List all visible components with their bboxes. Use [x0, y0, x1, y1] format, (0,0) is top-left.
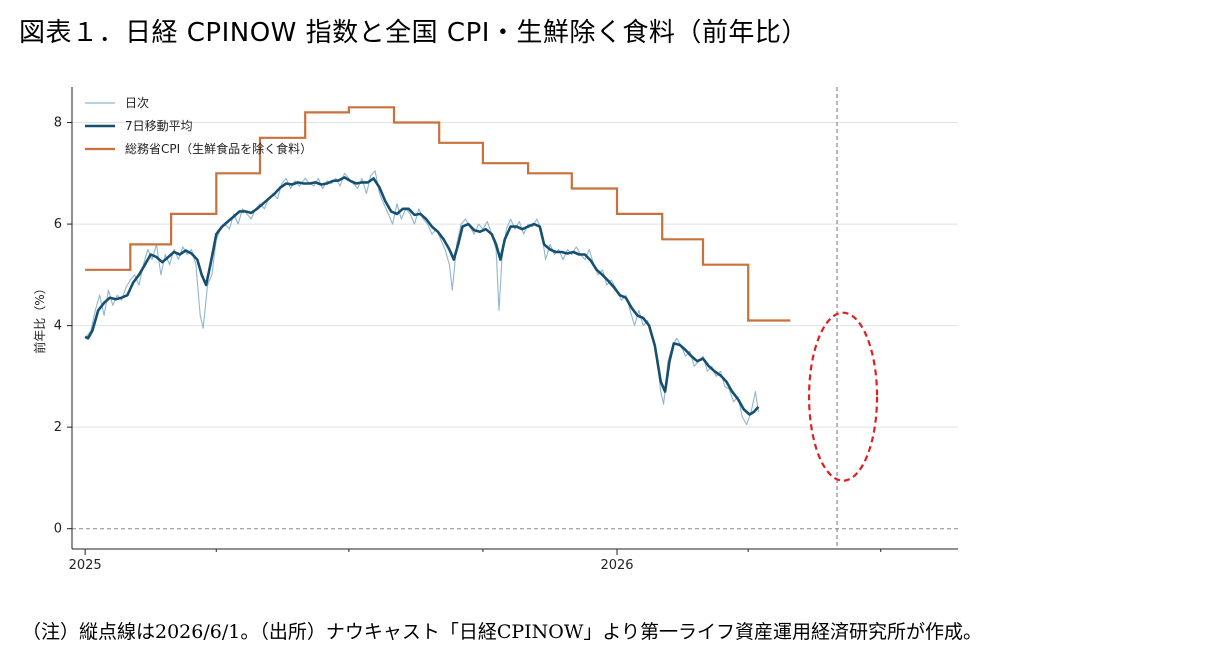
chart-note: （注）縦点線は2026/6/1。（出所）ナウキャスト「日経CPINOW」より第一…: [22, 621, 983, 643]
axes: 0 2 4 6 8 2025 2026: [54, 87, 958, 573]
x-tick-label: 2025: [69, 558, 102, 573]
series-daily-line: [84, 170, 759, 426]
y-tick-label: 6: [54, 217, 62, 232]
legend-label: 日次: [125, 96, 149, 110]
highlight-ellipse: [807, 311, 879, 482]
y-tick-label: 8: [54, 116, 62, 131]
series-cpi-step: [85, 106, 791, 322]
legend-label: 7日移動平均: [125, 119, 193, 133]
y-tick-label: 0: [54, 522, 62, 537]
legend-label: 総務省CPI（生鮮食品を除く食料）: [125, 141, 312, 156]
chart-title: 図表１．日経 CPINOW 指数と全国 CPI・生鮮除く食料（前年比）: [19, 18, 808, 48]
x-tick-label: 2026: [600, 558, 633, 573]
gridlines: [72, 87, 958, 549]
y-tick-label: 2: [54, 420, 62, 435]
y-tick-label: 4: [54, 319, 62, 334]
series-layer: [84, 106, 879, 482]
y-axis-label: 前年比（%）: [32, 282, 47, 353]
series-ma7-line: [84, 176, 760, 416]
